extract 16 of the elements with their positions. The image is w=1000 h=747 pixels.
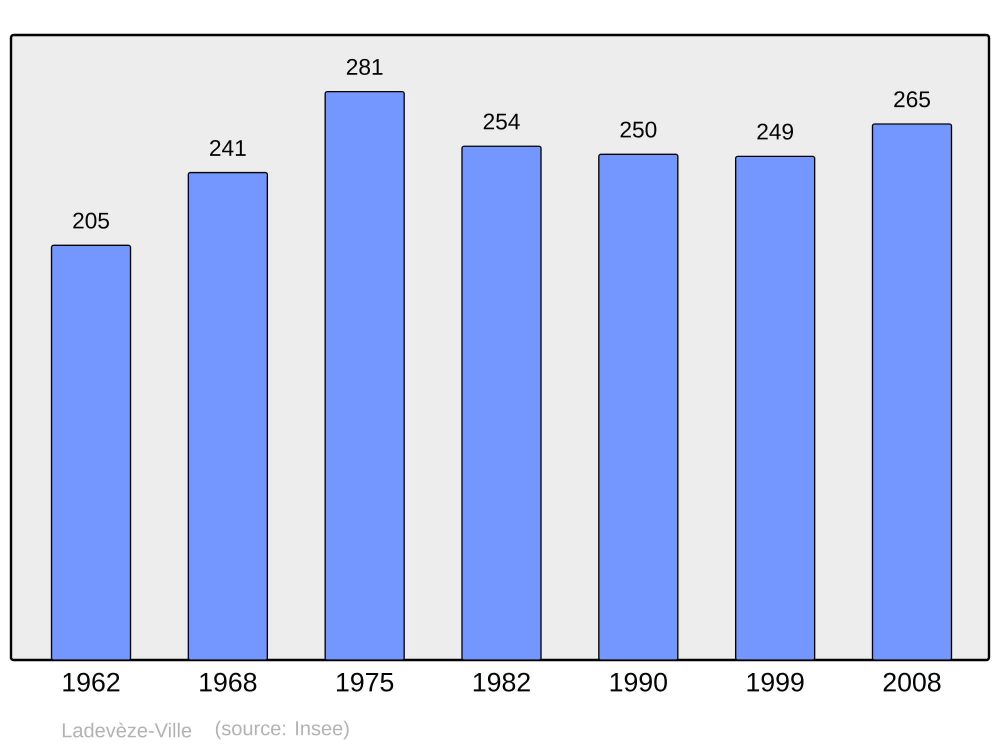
x-tick-label: 1968 (200, 672, 256, 692)
x-tick-label: 1990 (610, 672, 667, 692)
x-tick-label: 1999 (748, 672, 804, 692)
x-tick-label: 1982 (474, 672, 530, 692)
data-label: 281 (346, 58, 382, 75)
data-label: 241 (210, 140, 246, 156)
data-label: 205 (73, 212, 109, 229)
data-label: 249 (757, 124, 793, 140)
data-label: 265 (894, 91, 930, 108)
x-tick-label: 1962 (63, 672, 120, 692)
data-label: 250 (620, 122, 656, 138)
text: (source: Insee) (216, 720, 349, 740)
x-tick-label: 2008 (884, 672, 940, 692)
text: Ladevèze-Ville (62, 722, 192, 738)
x-tick-label: 1975 (337, 672, 394, 692)
data-label: 254 (484, 113, 520, 130)
